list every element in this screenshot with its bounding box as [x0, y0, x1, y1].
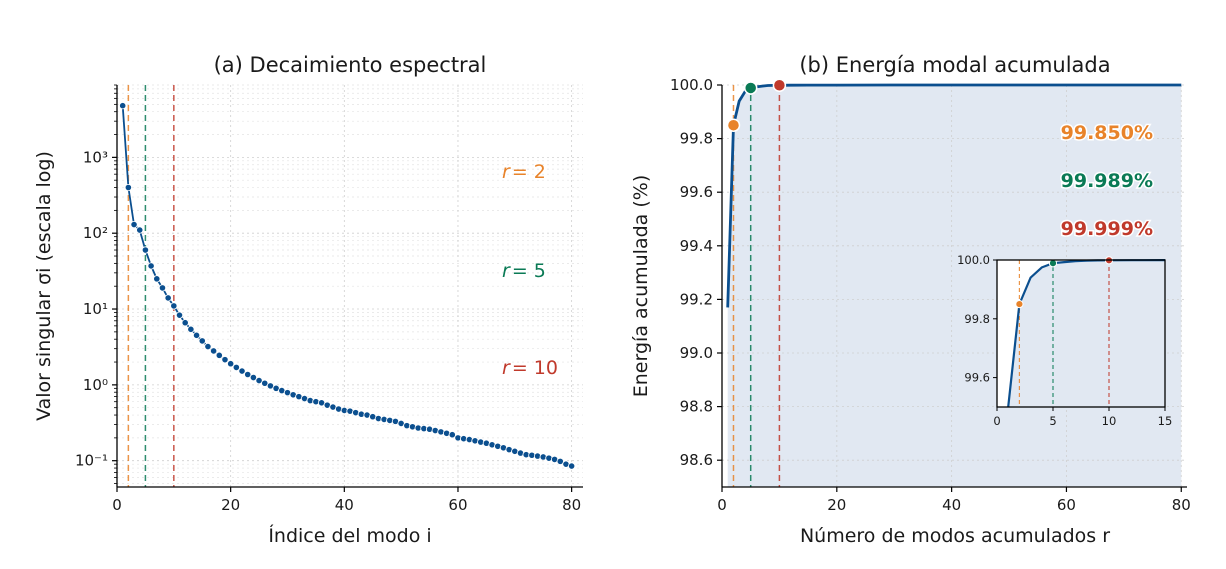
- panel-a-vlines: [127, 85, 175, 487]
- r2-label: r = 2: [502, 161, 546, 183]
- inset-energy-fill: [1008, 260, 1165, 407]
- r10-label: r = 10: [502, 357, 558, 379]
- highlight-point: [743, 81, 758, 95]
- inset-x-tick-label: 5: [1049, 414, 1056, 428]
- panel-b-series: [726, 78, 1182, 308]
- singular-value-point: [215, 351, 223, 359]
- panel-a-title: (a) Decaimiento espectral: [214, 53, 487, 77]
- x-tick-label: 60: [1057, 496, 1076, 514]
- singular-value-point: [448, 431, 456, 439]
- r5-label: r = 5: [502, 260, 546, 282]
- inset-highlight-point: [1015, 300, 1024, 309]
- singular-value-point: [153, 275, 161, 283]
- singular-value-point: [158, 284, 167, 292]
- panel-b-inset: 0 5 10 15 100.0 99.8 99.6: [957, 253, 1172, 428]
- inset-x-tick-label: 15: [1158, 414, 1173, 428]
- y-tick-label: 99.2: [680, 290, 713, 308]
- panel-b-ylabel: Energía acumulada (%): [630, 175, 652, 397]
- singular-value-point: [255, 376, 263, 385]
- inset-x-tick-label: 0: [993, 414, 1000, 428]
- singular-value-point: [187, 325, 195, 333]
- x-tick-label: 40: [335, 496, 354, 514]
- y-tick-label: 10⁰: [83, 376, 108, 394]
- x-tick-label: 80: [562, 496, 581, 514]
- panel-a-y-ticks: 10³ 10² 10¹ 10⁰ 10⁻¹: [75, 84, 117, 484]
- panel-a-series: [119, 102, 576, 470]
- singular-value-point: [198, 337, 206, 345]
- panel-b-vlines: [732, 85, 781, 487]
- pct-r2: 99.850%: [1061, 122, 1153, 144]
- singular-value-point: [238, 367, 246, 375]
- singular-value-point: [556, 457, 564, 465]
- panel-b-title: (b) Energía modal acumulada: [799, 53, 1110, 77]
- panel-a-ylabel: Valor singular σi (escala log): [33, 151, 55, 421]
- y-tick-label: 98.8: [680, 398, 713, 416]
- singular-value-point: [249, 373, 257, 382]
- panel-a: (a) Decaimiento espectral 0 20 40 60 80 10³1…: [33, 53, 583, 547]
- singular-value-point: [175, 311, 184, 319]
- panel-a-xlabel: Índice del modo i: [268, 524, 431, 547]
- x-tick-label: 20: [827, 496, 846, 514]
- singular-value-point: [181, 319, 189, 327]
- singular-value-point: [124, 183, 132, 192]
- y-tick-label: 99.8: [680, 130, 713, 148]
- y-tick-label: 10³: [83, 148, 108, 166]
- singular-value-point: [261, 379, 269, 387]
- singular-value-point: [244, 370, 252, 379]
- singular-value-point: [164, 294, 172, 302]
- singular-value-point: [210, 347, 218, 355]
- singular-value-point: [119, 102, 127, 110]
- inset-fill: [1008, 260, 1165, 407]
- highlight-point: [772, 78, 787, 93]
- x-tick-label: 60: [448, 496, 467, 514]
- inset-y-tick-label: 99.6: [964, 371, 990, 385]
- singular-value-point: [403, 422, 411, 430]
- y-tick-label: 10⁻¹: [75, 452, 108, 470]
- x-tick-label: 0: [112, 496, 122, 514]
- panel-a-grid: [117, 84, 583, 487]
- pct-r5: 99.989%: [1061, 170, 1153, 192]
- inset-x-tick-label: 10: [1102, 414, 1117, 428]
- x-tick-label: 20: [221, 496, 240, 514]
- x-tick-label: 0: [717, 496, 727, 514]
- singular-value-point: [147, 262, 155, 270]
- inset-vlines: [1018, 260, 1110, 407]
- singular-value-point: [192, 331, 201, 339]
- panel-b: (b) Energía modal acumulada 0 20 40 60 80 10…: [630, 53, 1191, 547]
- panel-b-x-ticks: 0 20 40 60 80: [717, 487, 1191, 514]
- inset-x-ticks: 0 5 10 15: [993, 407, 1172, 428]
- panel-b-xlabel: Número de modos acumulados r: [800, 525, 1110, 547]
- x-tick-label: 80: [1172, 496, 1191, 514]
- singular-value-point: [306, 397, 314, 405]
- y-tick-label: 99.6: [680, 183, 713, 201]
- panel-b-y-ticks: 100.0 99.8 99.6 99.4 99.2 99.0 98.8 98.6: [670, 76, 722, 469]
- y-tick-label: 10²: [83, 224, 108, 242]
- singular-value-point: [130, 220, 138, 229]
- y-tick-label: 99.4: [680, 237, 713, 255]
- y-tick-label: 98.6: [680, 451, 713, 469]
- pct-r10: 99.999%: [1061, 218, 1153, 240]
- inset-highlight-point: [1048, 259, 1058, 268]
- y-tick-label: 100.0: [670, 76, 713, 94]
- panel-a-x-ticks: 0 20 40 60 80: [112, 487, 581, 514]
- inset-y-tick-label: 100.0: [957, 253, 990, 267]
- inset-y-ticks: 100.0 99.8 99.6: [957, 253, 997, 385]
- singular-value-point: [221, 356, 229, 364]
- x-tick-label: 40: [942, 496, 961, 514]
- inset-y-tick-label: 99.8: [964, 312, 990, 326]
- singular-value-point: [141, 246, 150, 254]
- singular-value-point: [477, 438, 485, 446]
- singular-value-point: [136, 226, 144, 234]
- singular-value-point: [227, 360, 235, 368]
- singular-value-point: [568, 462, 576, 470]
- y-tick-label: 10¹: [83, 300, 108, 318]
- singular-value-point: [170, 302, 178, 310]
- highlight-point: [726, 118, 741, 132]
- inset-frame: [996, 259, 1166, 408]
- singular-value-point: [232, 363, 240, 371]
- y-tick-label: 99.0: [680, 344, 713, 362]
- singular-value-point: [312, 398, 320, 406]
- singular-value-point: [204, 342, 212, 351]
